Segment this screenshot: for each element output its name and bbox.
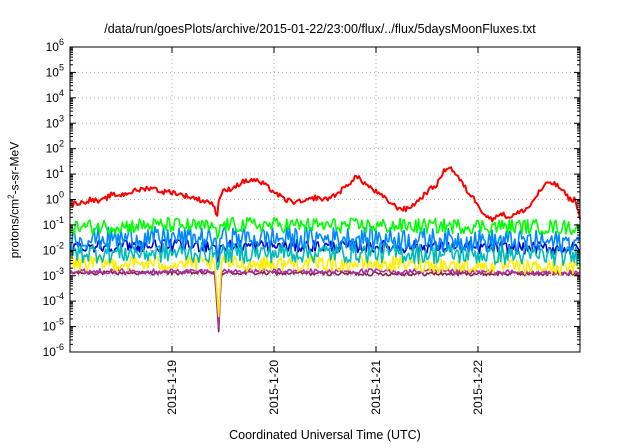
y-tick-label: 10-2 <box>43 240 64 257</box>
x-tick-label: 2015-1-22 <box>471 360 485 415</box>
series-line-2 <box>69 216 581 240</box>
chart-title: /data/run/goesPlots/archive/2015-01-22/2… <box>104 22 536 36</box>
y-tick-label: 100 <box>46 190 64 207</box>
y-tick-label: 104 <box>46 88 64 105</box>
x-axis-label: Coordinated Universal Time (UTC) <box>229 428 421 442</box>
y-tick-label: 10-3 <box>43 266 64 283</box>
series-line-6 <box>69 255 581 318</box>
series-line-4 <box>69 241 581 271</box>
y-tick-label: 105 <box>46 62 64 79</box>
series-line-1 <box>69 166 581 223</box>
x-tick-label: 2015-1-20 <box>267 360 281 415</box>
x-tick-label: 2015-1-21 <box>369 360 383 415</box>
y-tick-label: 10-6 <box>43 342 64 359</box>
y-tick-label: 102 <box>46 139 64 156</box>
y-tick-label: 101 <box>46 164 64 181</box>
series-line-7 <box>69 268 581 328</box>
y-axis-label: protons/cm2-s-sr-MeV <box>6 141 22 259</box>
y-tick-label: 106 <box>46 37 64 54</box>
y-tick-label: 10-5 <box>43 317 64 334</box>
y-tick-label: 10-4 <box>43 291 64 308</box>
x-tick-label: 2015-1-19 <box>165 360 179 415</box>
y-tick-label: 103 <box>46 113 64 130</box>
y-tick-label: 10-1 <box>43 215 64 232</box>
series-line-3 <box>69 226 581 256</box>
